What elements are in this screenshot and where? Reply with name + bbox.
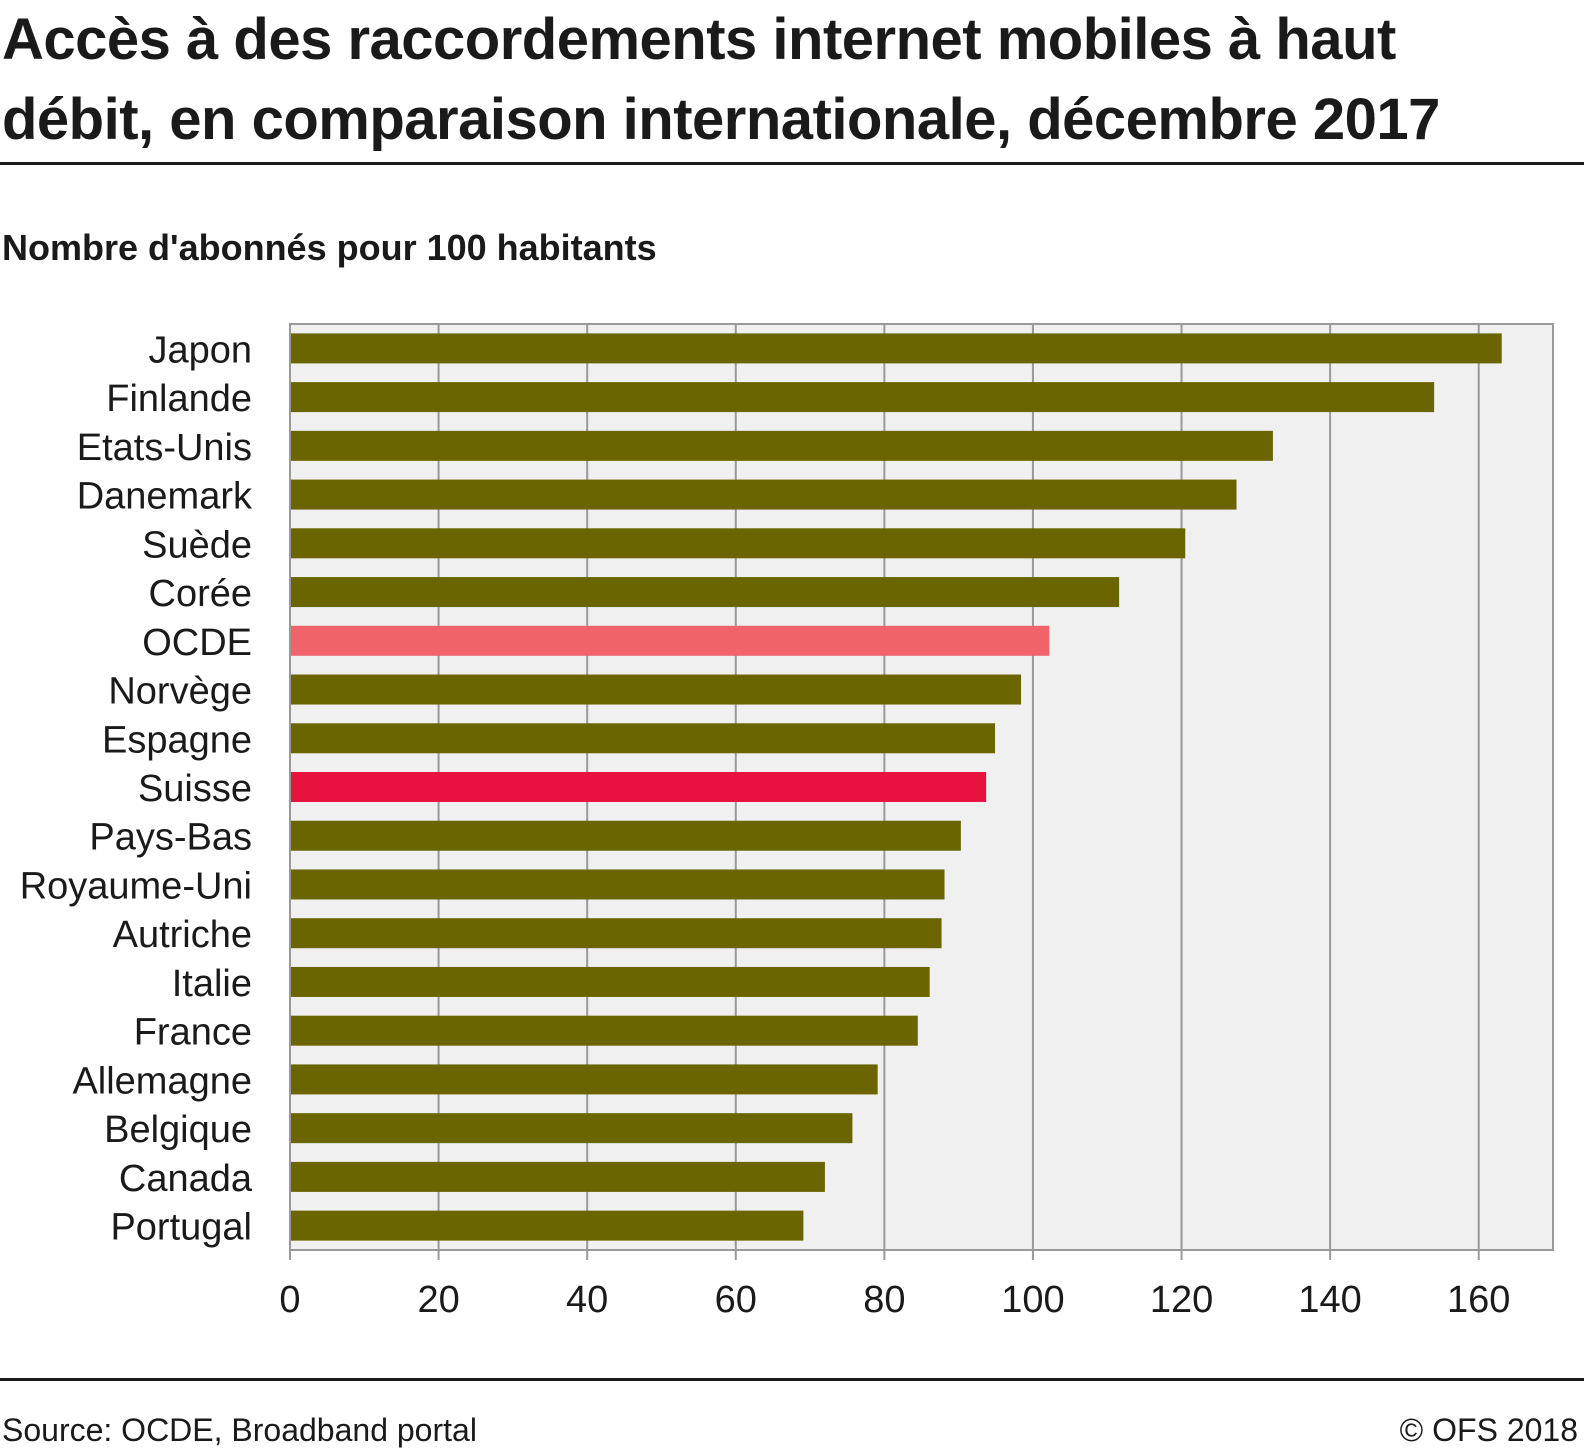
chart-subtitle: Nombre d'abonnés pour 100 habitants [2, 227, 657, 268]
category-label: Belgique [104, 1109, 252, 1151]
x-tick-label: 0 [279, 1279, 300, 1321]
bar-finlande [290, 382, 1435, 413]
category-label: Norvège [108, 671, 252, 713]
bar-pays-bas [290, 820, 961, 851]
chart-title: Accès à des raccordements internet mobil… [2, 7, 1440, 152]
bar-royaume-uni [290, 869, 945, 900]
bar-allemagne [290, 1064, 878, 1095]
bar-japon [290, 333, 1502, 364]
x-tick-label: 160 [1447, 1279, 1510, 1321]
bar-chart: Japon Finlande Etats-Unis Danemark Suède Coré… [20, 323, 1554, 1321]
category-label: Etats-Unis [77, 427, 252, 469]
bar-belgique [290, 1113, 853, 1144]
bar-autriche [290, 918, 942, 949]
category-label: Portugal [110, 1207, 252, 1249]
x-tick-label: 80 [863, 1279, 905, 1321]
x-tick-label: 100 [1001, 1279, 1064, 1321]
bar-etats-unis [290, 430, 1273, 461]
category-label: Italie [172, 963, 252, 1005]
category-label: Canada [119, 1158, 253, 1200]
title-divider [0, 162, 1584, 165]
bar-suisse [290, 772, 987, 802]
category-label: Finlande [106, 378, 252, 420]
bar-danemark [290, 479, 1237, 510]
bar-italie [290, 966, 930, 997]
category-label: Suisse [138, 768, 252, 810]
x-axis-ticks: 0 20 40 60 80 100 120 140 160 [279, 1250, 1510, 1321]
bar-espagne [290, 723, 996, 754]
footer-divider [0, 1378, 1584, 1381]
category-label: Royaume-Uni [20, 865, 252, 907]
bar-portugal [290, 1210, 804, 1241]
bar-canada [290, 1161, 825, 1192]
category-label: Espagne [102, 719, 252, 761]
bar-norvège [290, 674, 1022, 705]
copyright-note: © OFS 2018 [1399, 1412, 1578, 1448]
bar-france [290, 1015, 918, 1046]
x-tick-label: 60 [715, 1279, 757, 1321]
x-tick-label: 40 [566, 1279, 608, 1321]
x-tick-label: 140 [1298, 1279, 1361, 1321]
bar-corée [290, 577, 1120, 608]
x-tick-label: 20 [417, 1279, 459, 1321]
category-label: Danemark [77, 476, 253, 518]
category-label: Allemagne [72, 1060, 252, 1102]
category-label: Corée [149, 573, 253, 615]
category-label: Autriche [113, 914, 252, 956]
category-label: OCDE [142, 622, 252, 664]
category-label: Suède [142, 524, 252, 566]
plot-frame [289, 323, 1554, 1251]
bar-ocde [290, 625, 1050, 656]
bars [290, 333, 1502, 1241]
category-label: France [134, 1012, 252, 1054]
category-label: Pays-Bas [89, 817, 252, 859]
source-note: Source: OCDE, Broadband portal [2, 1412, 477, 1448]
category-label: Japon [148, 329, 252, 371]
category-labels: Japon Finlande Etats-Unis Danemark Suède Coré… [20, 329, 253, 1248]
x-tick-label: 120 [1150, 1279, 1213, 1321]
bar-suède [290, 528, 1186, 559]
